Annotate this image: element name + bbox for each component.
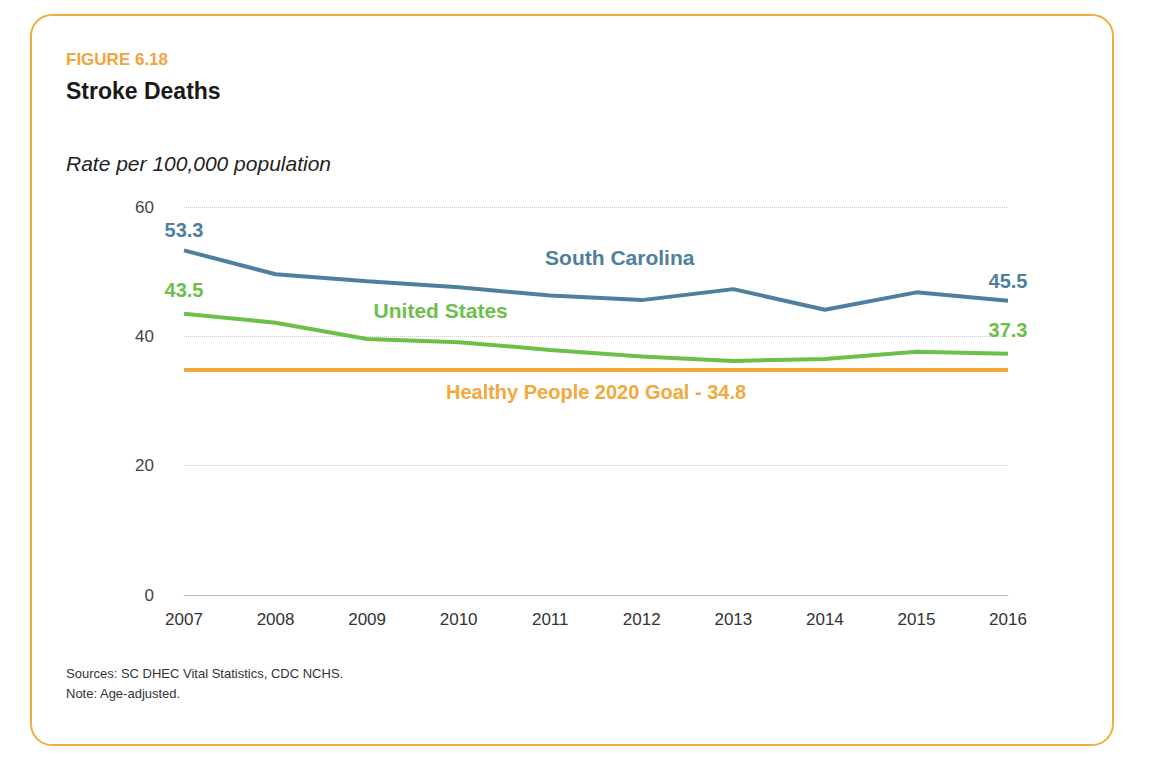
html-text:Stroke Deaths: Stroke Deaths — [66, 78, 221, 104]
svg-text:0: 0 — [145, 586, 154, 605]
svg-text:South Carolina: South Carolina — [545, 246, 695, 269]
svg-text:20: 20 — [135, 456, 154, 475]
svg-text:2009: 2009 — [348, 610, 386, 629]
svg-text:2012: 2012 — [623, 610, 661, 629]
svg-text:53.3: 53.3 — [165, 219, 204, 241]
svg-text:60: 60 — [135, 198, 154, 217]
svg-text:Healthy People 2020 Goal - 34.: Healthy People 2020 Goal - 34.8 — [446, 381, 746, 403]
svg-text:2007: 2007 — [165, 610, 203, 629]
svg-text:2011: 2011 — [532, 610, 569, 629]
svg-text:United States: United States — [374, 299, 508, 322]
svg-text:2016: 2016 — [989, 610, 1027, 629]
svg-text:2014: 2014 — [806, 610, 844, 629]
html-text:FIGURE 6.18: FIGURE 6.18 — [66, 50, 168, 69]
svg-text:2015: 2015 — [898, 610, 936, 629]
svg-text:2008: 2008 — [257, 610, 295, 629]
svg-text:43.5: 43.5 — [165, 279, 204, 301]
html-text:Rate per 100,000 population: Rate per 100,000 population — [66, 152, 331, 175]
svg-text:2013: 2013 — [714, 610, 752, 629]
svg-text:2010: 2010 — [440, 610, 478, 629]
svg-text:40: 40 — [135, 327, 154, 346]
svg-text:37.3: 37.3 — [989, 319, 1028, 341]
html-text:Sources: SC DHEC Vital Statist: Sources: SC DHEC Vital Statistics, CDC N… — [66, 666, 344, 681]
svg-text:45.5: 45.5 — [989, 270, 1028, 292]
html-text:Note: Age-adjusted.: Note: Age-adjusted. — [66, 686, 181, 701]
